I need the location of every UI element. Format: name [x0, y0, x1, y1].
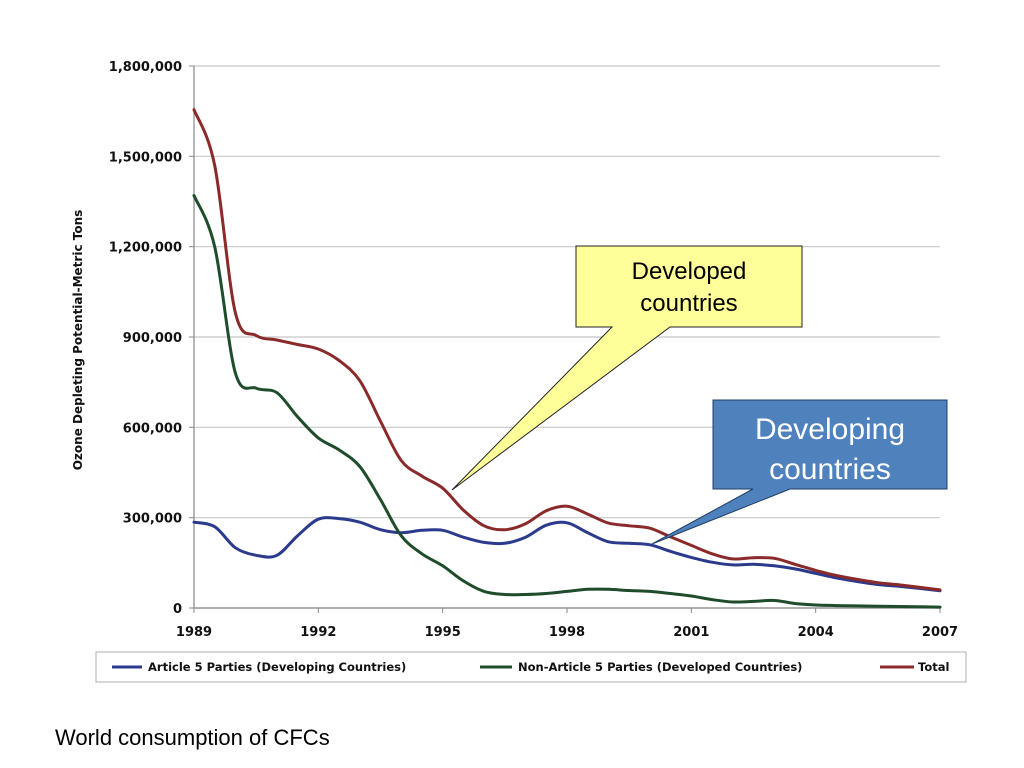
- legend-label-total: Total: [918, 660, 949, 674]
- axes: [189, 65, 941, 613]
- x-tick-label-5: 2004: [798, 625, 834, 640]
- x-tick-label-3: 1998: [549, 625, 585, 640]
- callout-developing-pointer: [651, 399, 948, 545]
- series-lines: [192, 108, 942, 609]
- x-tick-label-2: 1995: [425, 625, 461, 640]
- y-axis-label: Ozone Depleting Potential-Metric Tons: [71, 210, 85, 471]
- y-tick-label-5: 1,500,000: [109, 150, 182, 165]
- callout-developed-line-1: Developed: [632, 258, 747, 285]
- legend-box: [95, 651, 967, 683]
- callout-developed-countries: Developed countries: [451, 245, 803, 491]
- callout-developing-line-2: countries: [769, 453, 891, 486]
- y-tick-label-3: 900,000: [123, 331, 182, 346]
- series-line-article5: [192, 516, 942, 593]
- series-line-non-article5: [192, 194, 942, 609]
- legend-label-non-article5: Non-Article 5 Parties (Developed Countri…: [518, 660, 802, 674]
- x-tick-label-4: 2001: [673, 625, 709, 640]
- y-tick-label-1: 300,000: [123, 512, 182, 527]
- x-tick-label-6: 2007: [922, 625, 958, 640]
- callout-developing-countries: Developing countries: [651, 399, 948, 545]
- callout-developed-pointer: [451, 245, 803, 491]
- y-tick-labels: 0 300,000 600,000 900,000 1,200,000 1,500,000…: [109, 60, 182, 617]
- series-line-total: [192, 108, 942, 592]
- y-tick-label-0: 0: [173, 602, 182, 617]
- y-tick-label-6: 1,800,000: [109, 60, 182, 75]
- callout-developed-line-2: countries: [640, 290, 737, 317]
- figure-caption: World consumption of CFCs: [55, 725, 330, 750]
- y-tick-label-2: 600,000: [123, 421, 182, 436]
- y-tick-label-4: 1,200,000: [109, 241, 182, 256]
- callout-developing-line-1: Developing: [755, 413, 905, 446]
- x-tick-label-1: 1992: [300, 625, 336, 640]
- legend: Article 5 Parties (Developing Countries)…: [95, 651, 967, 683]
- x-tick-label-0: 1989: [176, 625, 212, 640]
- x-tick-labels: 1989 1992 1995 1998 2001 2004 2007: [176, 625, 958, 640]
- legend-label-article5: Article 5 Parties (Developing Countries): [148, 660, 406, 674]
